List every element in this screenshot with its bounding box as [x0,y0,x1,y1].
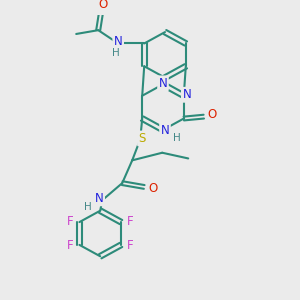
Text: N: N [182,88,191,101]
Text: H: H [112,48,120,58]
Text: N: N [95,192,103,205]
Text: F: F [127,214,133,228]
Text: H: H [173,133,181,142]
Text: N: N [160,124,169,137]
Text: S: S [139,132,146,145]
Text: H: H [84,202,92,212]
Text: O: O [148,182,158,195]
Text: F: F [127,239,133,252]
Text: O: O [207,108,216,121]
Text: N: N [159,77,167,90]
Text: F: F [67,239,74,252]
Text: F: F [67,214,74,228]
Text: O: O [99,0,108,11]
Text: N: N [114,35,123,48]
